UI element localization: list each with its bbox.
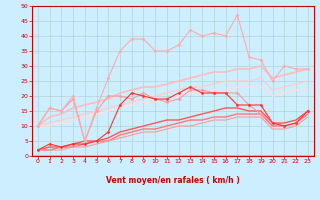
X-axis label: Vent moyen/en rafales ( km/h ): Vent moyen/en rafales ( km/h ) <box>106 176 240 185</box>
